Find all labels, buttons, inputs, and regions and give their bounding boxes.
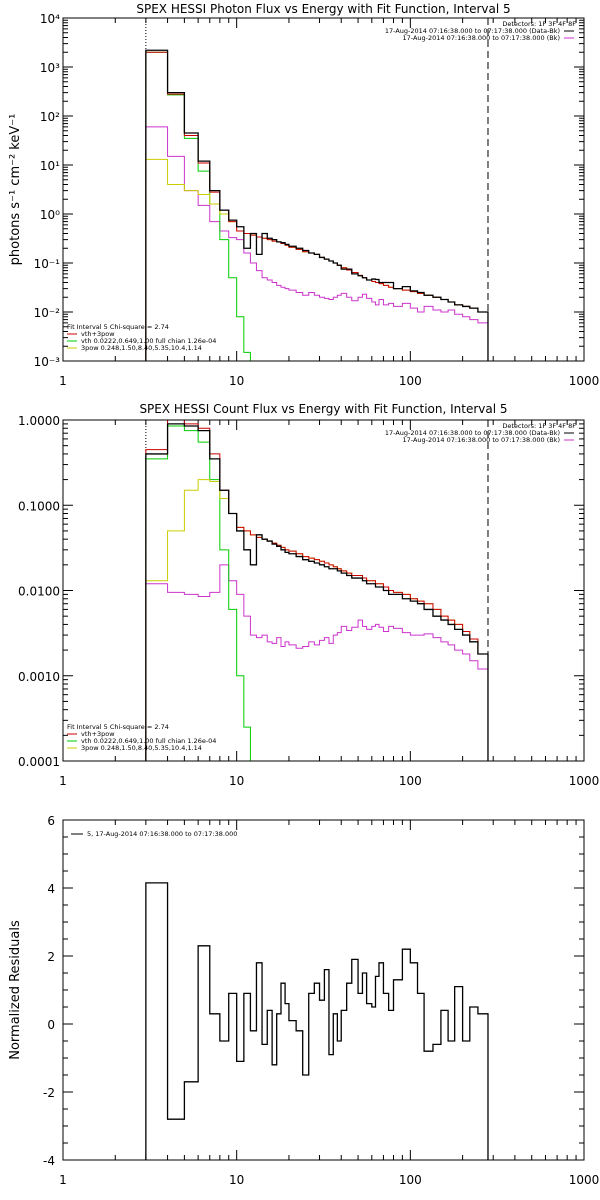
- y-tick-label: 10³: [40, 61, 60, 75]
- y-tick-label: 0: [47, 1018, 55, 1032]
- y-tick-label: 0.1000: [18, 499, 60, 513]
- y-tick-label: 10⁻³: [34, 355, 61, 369]
- series-group: [145, 420, 489, 761]
- residual-legend-label: 5, 17-Aug-2014 07:16:38.000 to 07:17:38.…: [87, 830, 237, 838]
- x-tick-label: 1000: [569, 374, 600, 388]
- y-tick-label: 4: [47, 882, 55, 896]
- series-bk: [145, 564, 489, 761]
- legend-left-label: vth 0.0222,0.649,1.00 full chian 1.26e-0…: [81, 737, 216, 745]
- series-data-bk: [145, 423, 489, 761]
- legend-left-label: vth+3pow: [81, 730, 115, 738]
- y-tick-label: 10⁻²: [34, 306, 61, 320]
- series-residuals: [145, 882, 489, 1160]
- panel-2: SPEX HESSI Count Flux vs Energy with Fit…: [18, 402, 600, 788]
- fit-chi-square-label: Fit Interval 5 Chi-square = 2.74: [67, 723, 169, 731]
- chart-title: SPEX HESSI Photon Flux vs Energy with Fi…: [136, 2, 510, 16]
- x-tick-label: 100: [399, 1173, 422, 1187]
- x-tick-label: 1000: [569, 774, 600, 788]
- x-tick-label: 1000: [569, 1173, 600, 1187]
- x-tick-label: 1: [59, 774, 67, 788]
- x-tick-label: 1: [59, 374, 67, 388]
- y-tick-label: 2: [47, 950, 55, 964]
- x-tick-label: 10: [229, 374, 244, 388]
- series-vth-3pow: [145, 420, 489, 761]
- x-tick-label: 100: [399, 374, 422, 388]
- legend-left-label: vth+3pow: [81, 330, 115, 338]
- x-tick-label: 1: [59, 1173, 67, 1187]
- detectors-label: Detectors: 1F 3F 4F 8F: [502, 20, 576, 28]
- y-tick-label: 10⁰: [40, 208, 60, 222]
- legend-left-label: vth 0.0222,0.649,1.00 full chian 1.26e-0…: [81, 337, 216, 345]
- y-tick-label: 0.0010: [18, 670, 60, 684]
- y-tick-label: 6: [47, 814, 55, 828]
- y-tick-label: 0.0100: [18, 585, 60, 599]
- y-tick-label: -4: [43, 1154, 55, 1168]
- series-vth: [145, 51, 251, 361]
- y-tick-label: 0.0001: [18, 755, 60, 769]
- x-tick-label: 10: [229, 1173, 244, 1187]
- legend-right-label: 17-Aug-2014 07:16:38.000 to 07:17:38.000…: [385, 27, 560, 35]
- series-3pow: [145, 158, 489, 361]
- series-vth: [145, 425, 257, 761]
- panel-1: SPEX HESSI Photon Flux vs Energy with Fi…: [8, 2, 600, 388]
- legend-right-label: 17-Aug-2014 07:16:38.000 to 07:17:38.000…: [403, 436, 560, 444]
- series-data-bk: [145, 49, 489, 361]
- y-tick-label: 10⁻¹: [34, 257, 61, 271]
- legend-right-label: 17-Aug-2014 07:16:38.000 to 07:17:38.000…: [403, 34, 560, 42]
- y-tick-label: 1.0000: [18, 414, 60, 428]
- plot-frame: [62, 17, 585, 362]
- panel-3: 1 10 100 1000 -4 -2 0 2 4 6 Normalized Residuals 5,…: [8, 814, 599, 1187]
- plot-frame: [62, 819, 585, 1161]
- chart-title: SPEX HESSI Count Flux vs Energy with Fit…: [139, 402, 507, 416]
- y-axis-label: Normalized Residuals: [8, 920, 23, 1060]
- detectors-label: Detectors: 1F 3F 4F 8F: [502, 422, 576, 430]
- legend-left-label: 3pow 0.248,1.50,8.40,5.35,10.4,1.14: [81, 344, 202, 352]
- x-tick-label: 10: [229, 774, 244, 788]
- y-axis-label: photons s⁻¹ cm⁻² keV⁻¹: [8, 114, 23, 266]
- series-3pow: [145, 479, 489, 761]
- legend-right-label: 17-Aug-2014 07:16:38.000 to 07:17:38.000…: [385, 429, 560, 437]
- fit-chi-square-label: Fit Interval 5 Chi-square = 2.74: [67, 323, 169, 331]
- series-group: [145, 882, 489, 1160]
- legend-left-label: 3pow 0.248,1.50,8.40,5.35,10.4,1.14: [81, 744, 202, 752]
- series-bk: [145, 126, 489, 361]
- x-tick-label: 100: [399, 774, 422, 788]
- series-group: [145, 49, 489, 361]
- series-vth-3pow: [145, 51, 489, 361]
- y-tick-label: -2: [43, 1086, 55, 1100]
- plot-frame: [62, 419, 585, 762]
- y-tick-label: 10²: [40, 110, 60, 124]
- y-tick-label: 10⁴: [40, 12, 60, 26]
- y-tick-label: 10¹: [40, 159, 60, 173]
